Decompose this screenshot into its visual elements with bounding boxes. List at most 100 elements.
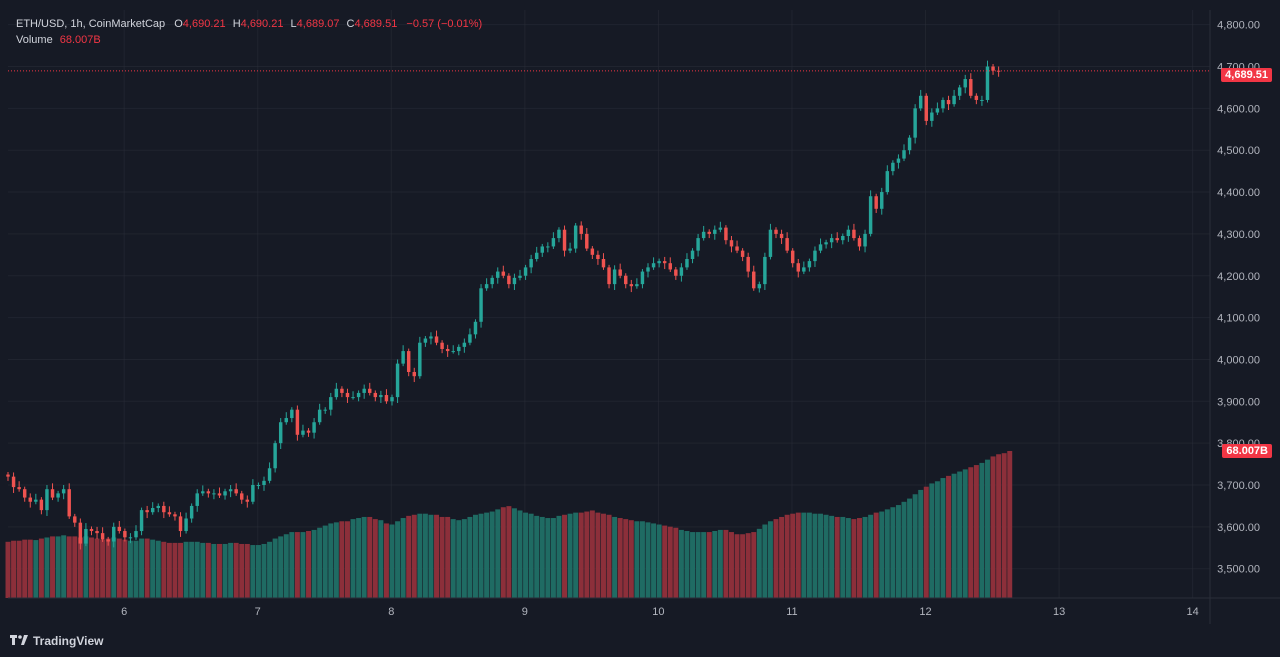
candle[interactable] xyxy=(496,267,500,284)
candle[interactable] xyxy=(217,487,222,498)
candle[interactable] xyxy=(679,263,684,282)
candle[interactable] xyxy=(629,279,634,293)
candle[interactable] xyxy=(935,102,940,116)
candle[interactable] xyxy=(28,493,32,508)
candle[interactable] xyxy=(779,229,784,244)
candle[interactable] xyxy=(685,253,689,270)
candle[interactable] xyxy=(356,390,361,402)
candle[interactable] xyxy=(930,108,934,127)
candle[interactable] xyxy=(395,359,400,403)
candle[interactable] xyxy=(434,330,439,346)
candle[interactable] xyxy=(368,382,372,396)
candle[interactable] xyxy=(401,345,405,367)
candle[interactable] xyxy=(551,232,556,249)
candle[interactable] xyxy=(329,392,333,416)
candle[interactable] xyxy=(612,265,617,290)
candle[interactable] xyxy=(974,93,979,105)
candle[interactable] xyxy=(317,403,322,425)
candle[interactable] xyxy=(440,340,444,354)
candle[interactable] xyxy=(562,225,567,257)
candle[interactable] xyxy=(946,95,951,111)
candle[interactable] xyxy=(112,522,116,548)
candle[interactable] xyxy=(345,388,350,403)
candle[interactable] xyxy=(484,278,489,291)
candle[interactable] xyxy=(123,528,127,542)
candle[interactable] xyxy=(156,503,160,513)
candle[interactable] xyxy=(740,248,745,262)
candle[interactable] xyxy=(451,345,455,354)
candle[interactable] xyxy=(674,266,678,280)
candle[interactable] xyxy=(596,250,600,265)
candle[interactable] xyxy=(841,233,845,245)
candle[interactable] xyxy=(106,536,110,546)
candle[interactable] xyxy=(662,256,667,270)
candle[interactable] xyxy=(334,382,339,400)
candle[interactable] xyxy=(624,273,628,289)
candle[interactable] xyxy=(278,418,283,450)
candle[interactable] xyxy=(635,278,639,289)
candle[interactable] xyxy=(557,227,561,243)
candle[interactable] xyxy=(256,482,261,490)
candle[interactable] xyxy=(585,228,589,252)
candle[interactable] xyxy=(245,495,250,508)
candle[interactable] xyxy=(351,391,355,400)
candle[interactable] xyxy=(507,273,511,289)
candle[interactable] xyxy=(84,523,88,547)
candle[interactable] xyxy=(835,232,839,243)
candle[interactable] xyxy=(768,223,773,260)
candle[interactable] xyxy=(957,84,962,100)
candle[interactable] xyxy=(251,479,255,505)
candle[interactable] xyxy=(150,502,155,515)
candle[interactable] xyxy=(601,253,606,270)
candle[interactable] xyxy=(11,472,16,493)
candle[interactable] xyxy=(134,525,138,540)
candle[interactable] xyxy=(89,526,94,536)
candle[interactable] xyxy=(534,246,539,262)
candle[interactable] xyxy=(746,252,750,278)
candle[interactable] xyxy=(206,488,211,498)
candle[interactable] xyxy=(807,258,812,272)
candle[interactable] xyxy=(902,144,906,162)
candle[interactable] xyxy=(985,60,990,103)
candle[interactable] xyxy=(479,284,483,328)
candle[interactable] xyxy=(540,243,544,257)
candle[interactable] xyxy=(874,193,878,213)
candle[interactable] xyxy=(651,257,656,270)
candle[interactable] xyxy=(891,160,895,176)
candle[interactable] xyxy=(78,518,83,550)
candle[interactable] xyxy=(323,407,327,414)
candle[interactable] xyxy=(128,533,133,544)
candle[interactable] xyxy=(306,428,311,437)
candle[interactable] xyxy=(184,512,188,534)
candle[interactable] xyxy=(868,190,873,237)
candle[interactable] xyxy=(729,235,734,253)
candle[interactable] xyxy=(640,269,645,289)
candle[interactable] xyxy=(980,95,984,106)
candle[interactable] xyxy=(701,225,706,241)
candle[interactable] xyxy=(696,233,700,257)
candle[interactable] xyxy=(512,273,517,290)
candle[interactable] xyxy=(362,384,366,399)
candle[interactable] xyxy=(846,225,851,242)
candle[interactable] xyxy=(228,485,233,498)
candle[interactable] xyxy=(863,229,867,253)
candle[interactable] xyxy=(657,258,661,268)
candle[interactable] xyxy=(785,232,789,254)
candle[interactable] xyxy=(718,221,723,233)
candle[interactable] xyxy=(818,238,823,254)
candle[interactable] xyxy=(56,490,60,502)
candle[interactable] xyxy=(752,265,756,291)
candle[interactable] xyxy=(490,275,494,289)
candle[interactable] xyxy=(590,246,595,260)
candle[interactable] xyxy=(117,520,122,534)
candle[interactable] xyxy=(796,259,800,278)
candle[interactable] xyxy=(824,239,828,249)
candle[interactable] xyxy=(39,497,44,515)
candle[interactable] xyxy=(67,483,71,519)
candle[interactable] xyxy=(34,493,38,505)
candle[interactable] xyxy=(301,424,305,438)
candle[interactable] xyxy=(473,319,478,339)
candle[interactable] xyxy=(724,225,728,245)
candle[interactable] xyxy=(95,526,99,539)
candle[interactable] xyxy=(546,242,550,253)
